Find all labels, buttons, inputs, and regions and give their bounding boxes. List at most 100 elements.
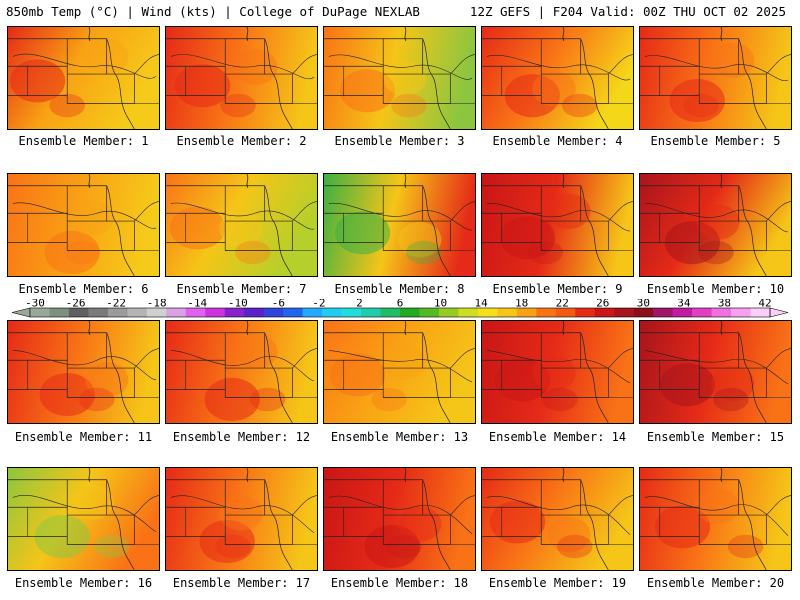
map-panel-13 [323, 320, 476, 424]
colorbar-tick-label: -10 [228, 299, 248, 310]
temperature-map [166, 174, 317, 276]
colorbar-tick-label: 26 [596, 299, 609, 310]
colorbar-tick-label: 34 [677, 299, 691, 310]
header-title: 850mb Temp (°C) | Wind (kts) | College o… [6, 4, 420, 19]
ensemble-member-label: Ensemble Member: 19 [488, 576, 627, 590]
ensemble-member-label: Ensemble Member: 6 [18, 282, 149, 296]
colorbar-swatch [185, 308, 206, 317]
ensemble-member-label: Ensemble Member: 3 [334, 134, 465, 148]
colorbar-tick-label: 14 [474, 299, 488, 310]
colorbar-tick-label: -26 [66, 299, 86, 310]
ensemble-member-label: Ensemble Member: 20 [646, 576, 785, 590]
ensemble-member-label: Ensemble Member: 18 [330, 576, 469, 590]
colorbar-swatch [419, 308, 440, 317]
temperature-map [8, 468, 159, 570]
map-panel-5 [639, 26, 792, 130]
colorbar-swatch [49, 308, 70, 317]
map-panel-1 [7, 26, 160, 130]
colorbar-tick-label: -30 [25, 299, 45, 310]
temperature-map [324, 468, 475, 570]
temperature-map [166, 468, 317, 570]
map-panel-18 [323, 467, 476, 571]
map-panel-17 [165, 467, 318, 571]
colorbar-tick-label: -2 [312, 299, 325, 310]
temperature-map [324, 321, 475, 423]
map-panel-12 [165, 320, 318, 424]
ensemble-member-label: Ensemble Member: 15 [646, 430, 785, 444]
map-panel-14 [481, 320, 634, 424]
colorbar-swatch [516, 308, 537, 317]
colorbar-swatch [731, 308, 752, 317]
colorbar-swatch [224, 308, 245, 317]
temperature-map [640, 321, 791, 423]
colorbar-swatch [594, 308, 615, 317]
colorbar: -30 -26 -22 -18 -14 -10 -6 -2 2 6 10 14 18 22 26 30 34 38… [0, 299, 800, 319]
map-panel-16 [7, 467, 160, 571]
colorbar-swatch [477, 308, 498, 317]
temperature-map [640, 468, 791, 570]
temperature-map [324, 174, 475, 276]
colorbar-max-arrow [769, 307, 789, 318]
colorbar-tick-label: -22 [106, 299, 126, 310]
colorbar-swatch [438, 308, 459, 317]
colorbar-tick-label: 10 [434, 299, 447, 310]
colorbar-swatch [614, 308, 635, 317]
colorbar-swatch [555, 308, 576, 317]
colorbar-swatch [750, 308, 771, 317]
colorbar-swatch [244, 308, 265, 317]
colorbar-swatch [205, 308, 226, 317]
colorbar-tick-label: 2 [356, 299, 363, 310]
colorbar-tick-label: -6 [272, 299, 285, 310]
temperature-map [640, 27, 791, 129]
ensemble-member-label: Ensemble Member: 5 [650, 134, 781, 148]
temperature-map [8, 27, 159, 129]
colorbar-tick-label: 38 [718, 299, 731, 310]
ensemble-member-label: Ensemble Member: 8 [334, 282, 465, 296]
colorbar-swatch [711, 308, 732, 317]
ensemble-member-label: Ensemble Member: 1 [18, 134, 149, 148]
colorbar-swatch [633, 308, 654, 317]
colorbar-swatch [341, 308, 362, 317]
colorbar-swatch [536, 308, 557, 317]
ensemble-member-label: Ensemble Member: 9 [492, 282, 623, 296]
map-panel-3 [323, 26, 476, 130]
map-panel-4 [481, 26, 634, 130]
temperature-map [166, 27, 317, 129]
colorbar-swatch [575, 308, 596, 317]
temperature-map [166, 321, 317, 423]
temperature-map [482, 468, 633, 570]
map-panel-7 [165, 173, 318, 277]
header-valid-time: 12Z GEFS | F204 Valid: 00Z THU OCT 02 20… [469, 4, 786, 19]
map-panel-6 [7, 173, 160, 277]
ensemble-member-label: Ensemble Member: 17 [172, 576, 311, 590]
colorbar-swatch [30, 308, 50, 317]
map-panel-8 [323, 173, 476, 277]
colorbar-swatch [458, 308, 479, 317]
ensemble-member-label: Ensemble Member: 12 [172, 430, 311, 444]
map-panel-10 [639, 173, 792, 277]
temperature-map [8, 174, 159, 276]
colorbar-swatch [146, 308, 167, 317]
map-panel-15 [639, 320, 792, 424]
temperature-map [482, 321, 633, 423]
ensemble-member-label: Ensemble Member: 16 [14, 576, 153, 590]
colorbar-swatch [302, 308, 323, 317]
ensemble-member-label: Ensemble Member: 11 [14, 430, 153, 444]
colorbar-swatch [88, 308, 109, 317]
ensemble-member-label: Ensemble Member: 14 [488, 430, 627, 444]
colorbar-tick-label: 6 [397, 299, 404, 310]
map-panel-2 [165, 26, 318, 130]
colorbar-swatch [263, 308, 284, 317]
temperature-map [640, 174, 791, 276]
colorbar-swatch [380, 308, 401, 317]
temperature-map [482, 174, 633, 276]
ensemble-member-label: Ensemble Member: 13 [330, 430, 469, 444]
map-panel-11 [7, 320, 160, 424]
colorbar-swatch [497, 308, 518, 317]
colorbar-swatch [653, 308, 674, 317]
colorbar-swatch [672, 308, 693, 317]
colorbar-tick-label: -14 [187, 299, 207, 310]
colorbar-swatch [400, 308, 420, 317]
colorbar-tick-label: 30 [637, 299, 650, 310]
ensemble-member-label: Ensemble Member: 10 [646, 282, 785, 296]
